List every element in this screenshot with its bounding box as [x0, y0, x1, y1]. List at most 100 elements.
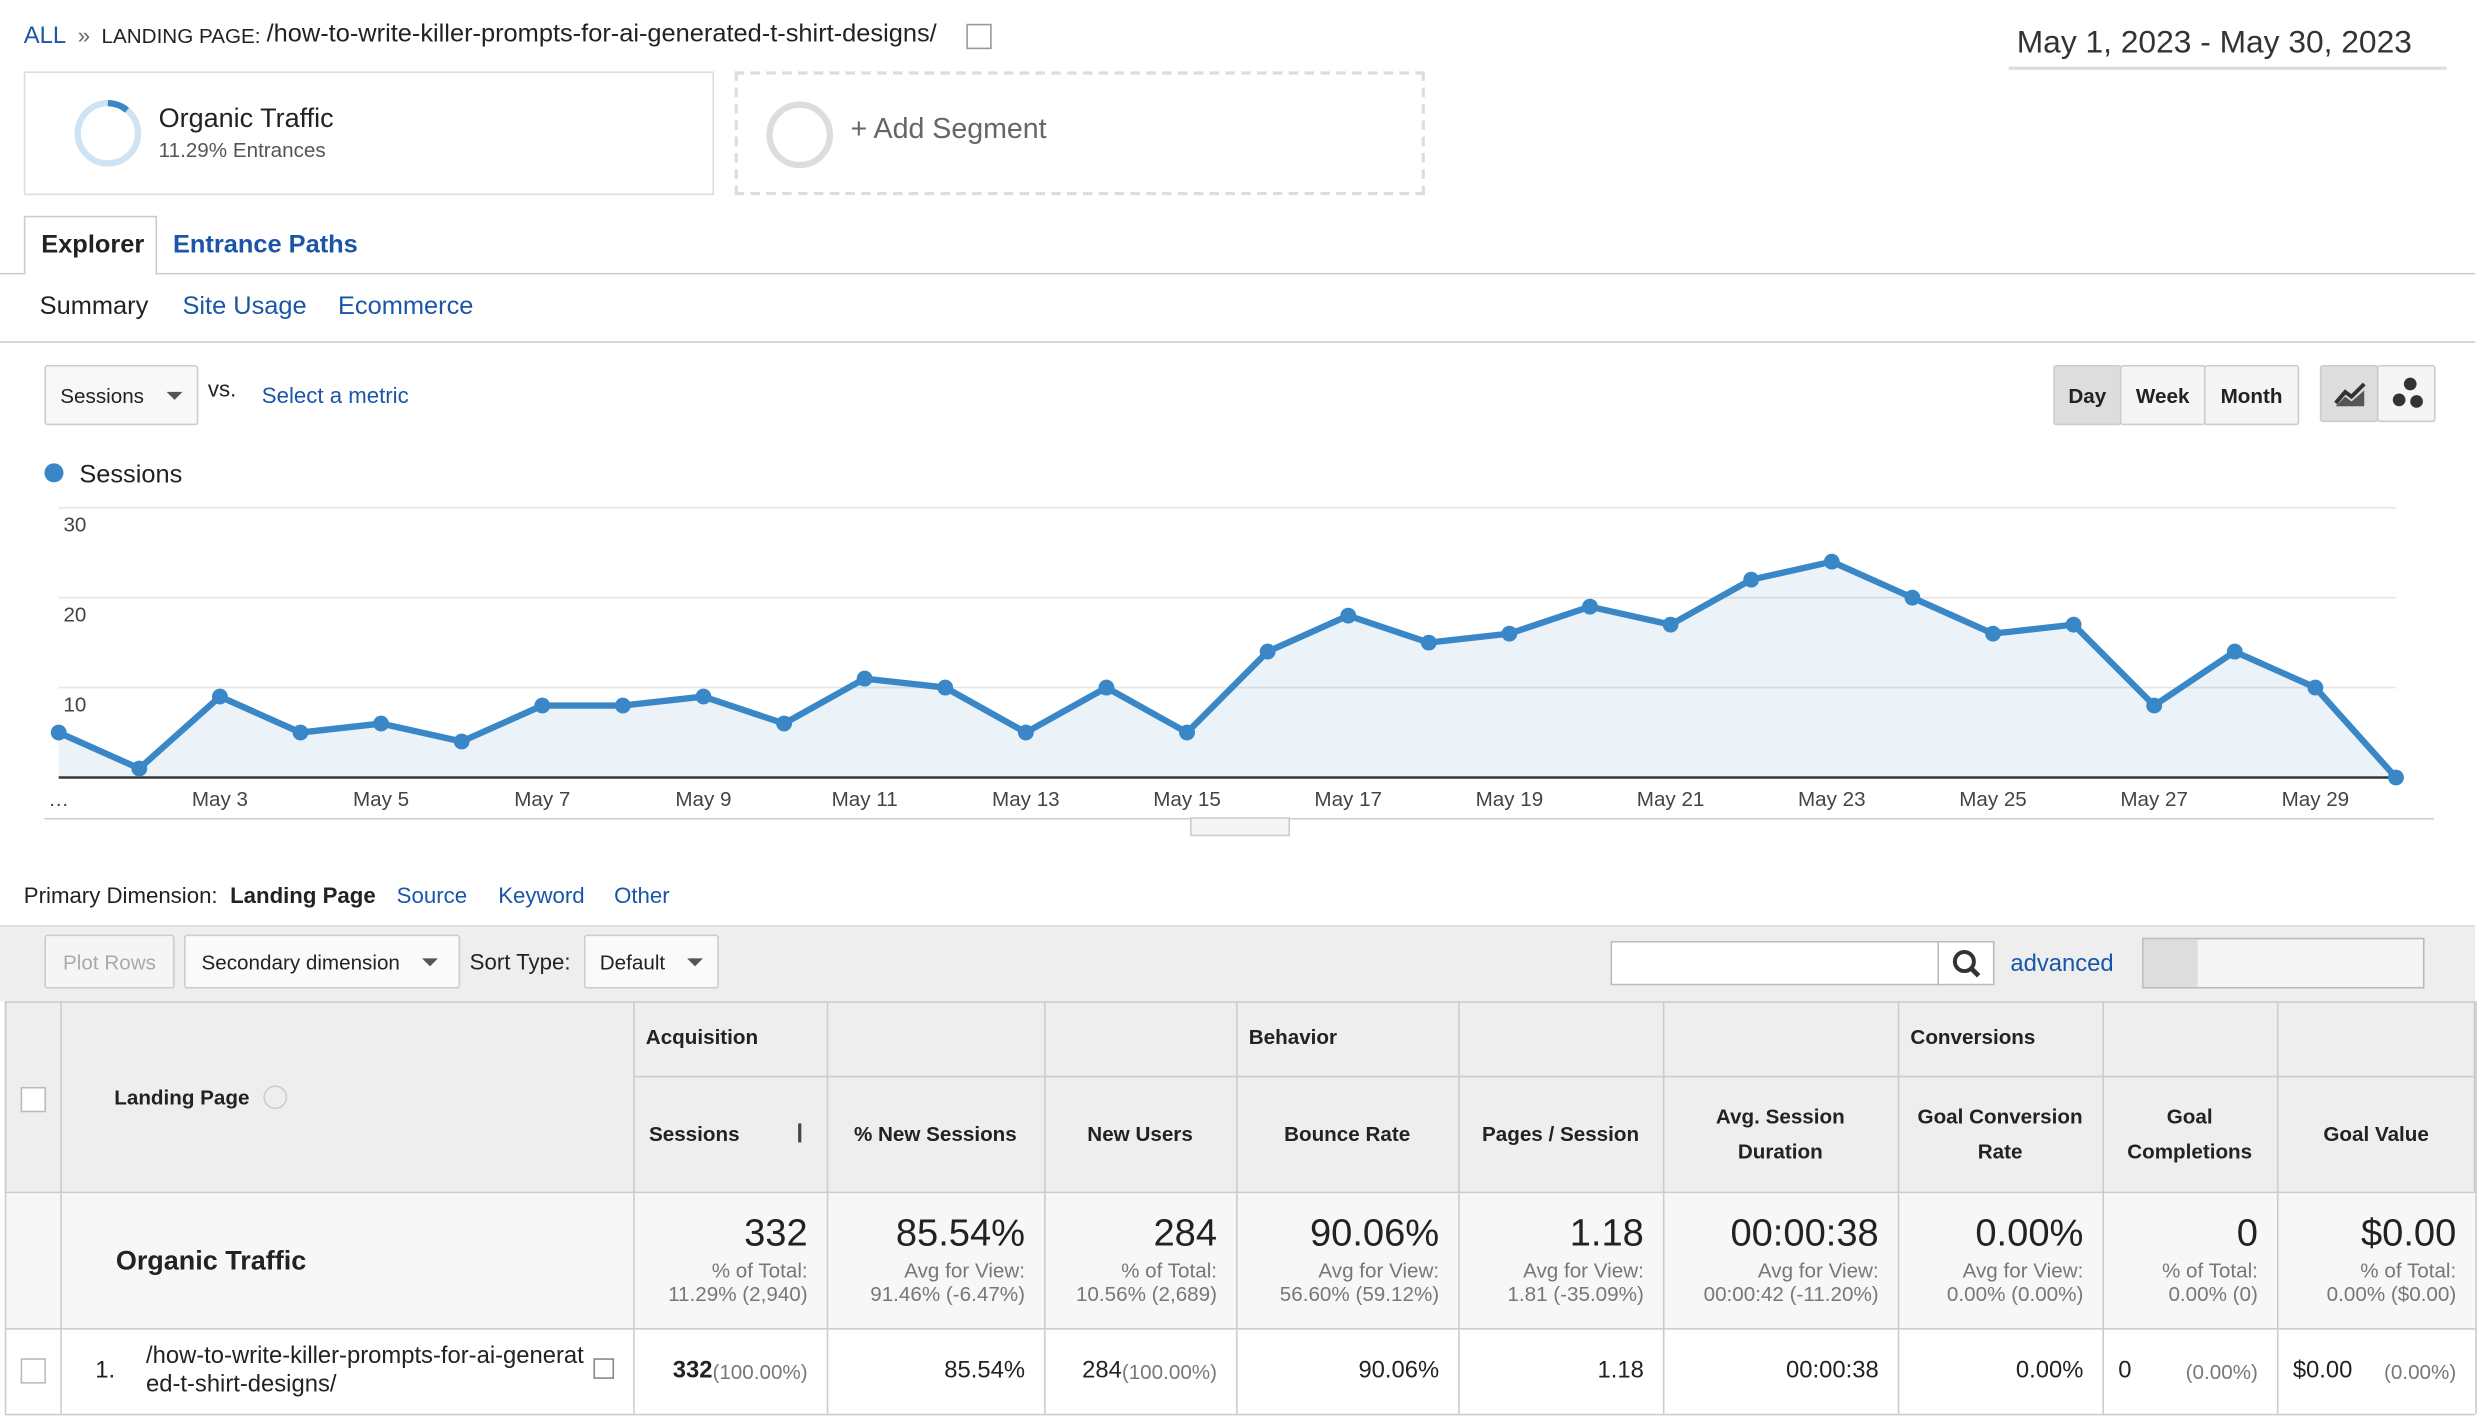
header-bg — [4, 1001, 2476, 1194]
subtab[interactable]: Ecommerce — [337, 293, 474, 321]
x-tick-label: May 19 — [1476, 788, 1544, 811]
row-page[interactable]: /how-to-write-killer-prompts-for-ai-gene… — [145, 1342, 584, 1398]
segment-detail: 11.29% Entrances — [158, 138, 326, 162]
total-sub: 1.81 (-35.09%) — [1507, 1282, 1644, 1306]
data-point — [1582, 598, 1598, 615]
data-point — [1823, 553, 1840, 570]
x-tick-label: May 13 — [992, 788, 1060, 811]
x-tick-label: May 11 — [832, 788, 898, 811]
select-all[interactable] — [20, 1086, 47, 1113]
subtab[interactable]: Summary — [39, 293, 149, 321]
row-cell: 1.18 — [1458, 1357, 1644, 1384]
row-cell: 90.06% — [1236, 1357, 1439, 1384]
help-icon — [263, 1085, 288, 1110]
breadcrumb-dropdown[interactable] — [966, 23, 992, 50]
cell-value: 00:00:38 — [1786, 1356, 1879, 1384]
granularity-button[interactable]: Month — [2203, 364, 2300, 426]
select-metric[interactable]: Select a metric — [261, 382, 409, 408]
total-value: 332 — [744, 1212, 808, 1256]
x-tick-label: May 25 — [1959, 788, 2027, 811]
date-underline — [2008, 66, 2447, 70]
data-point — [1179, 724, 1195, 741]
data-point — [2388, 769, 2404, 786]
column-border — [60, 1001, 62, 1414]
dimension-option[interactable]: Landing Page — [230, 882, 376, 908]
plot-rows[interactable]: Plot Rows — [44, 934, 175, 989]
column-header[interactable]: Goal Conversion Rate — [1917, 1104, 2083, 1164]
row-cell: 0 (0.00%) — [2102, 1357, 2258, 1384]
tab[interactable]: Explorer — [41, 231, 145, 259]
row-index: 1. — [95, 1356, 116, 1384]
data-point — [695, 688, 712, 705]
add-segment-card[interactable] — [734, 71, 1425, 196]
motion-chart-toggle[interactable] — [2376, 364, 2436, 423]
x-tick-label: May 29 — [2282, 788, 2350, 811]
data-point — [453, 733, 470, 750]
tab[interactable]: Entrance Paths — [172, 231, 358, 259]
row-checkbox[interactable] — [20, 1358, 47, 1384]
data-point — [1662, 616, 1679, 633]
granularity-button[interactable]: Day — [2053, 364, 2122, 426]
cell-percent: (100.00%) — [1121, 1359, 1218, 1384]
x-tick-label: May 3 — [192, 788, 248, 811]
x-tick-label: May 21 — [1637, 788, 1705, 811]
chart-collapse[interactable] — [1190, 817, 1291, 837]
metric-select[interactable]: Sessions — [44, 364, 199, 426]
total-value: 0 — [2236, 1212, 2258, 1256]
secondary-dimension[interactable]: Secondary dimension — [184, 934, 461, 989]
subtab[interactable]: Site Usage — [182, 293, 307, 321]
total-sub: % of Total: — [711, 1258, 808, 1283]
column-border — [1458, 1001, 1460, 1414]
data-point — [373, 715, 390, 732]
granularity-button[interactable]: Week — [2119, 364, 2206, 426]
column-border — [633, 1001, 635, 1414]
column-header[interactable]: Bounce Rate — [1284, 1121, 1411, 1146]
row-bg — [4, 1328, 2476, 1416]
search-input[interactable] — [1610, 940, 1995, 986]
column-header[interactable]: Avg. Session Duration — [1715, 1104, 1845, 1164]
tab-active[interactable] — [23, 215, 158, 275]
line-chart-toggle[interactable] — [2319, 364, 2379, 423]
total-sub: Avg for View: — [1523, 1258, 1644, 1283]
total-value: 284 — [1153, 1212, 1218, 1256]
caret — [422, 957, 438, 974]
column-header[interactable]: % New Sessions — [853, 1121, 1017, 1146]
column-header[interactable]: Pages / Session — [1482, 1121, 1640, 1146]
column-border — [826, 1001, 829, 1414]
column-header[interactable]: New Users — [1087, 1121, 1193, 1146]
add-segment[interactable]: + Add Segment — [850, 112, 1047, 145]
open-link-icon[interactable] — [593, 1358, 615, 1379]
table-view[interactable] — [2143, 939, 2198, 987]
advanced-link[interactable]: advanced — [2010, 950, 2114, 978]
x-tick-label: May 15 — [1153, 788, 1221, 811]
data-point — [614, 697, 631, 714]
chart: 10 20 30 … May 3 May 5 May 7 May 9 May 11 May 13 M… — [44, 460, 2435, 820]
data-point — [937, 679, 954, 696]
dimension-option[interactable]: Keyword — [498, 882, 585, 908]
group-rule — [633, 1075, 2476, 1078]
total-value: 00:00:38 — [1730, 1212, 1879, 1256]
group-header: Acquisition — [645, 1025, 759, 1049]
primary-dimension-label: Primary Dimension: — [23, 882, 218, 908]
cell-value: 284 — [1082, 1356, 1122, 1384]
column-border — [4, 1001, 7, 1414]
column-border — [1236, 1001, 1238, 1414]
date-range[interactable]: May 1, 2023 - May 30, 2023 — [2016, 25, 2412, 61]
column-header[interactable]: Goal Completions — [2127, 1104, 2253, 1164]
total-sub: Avg for View: — [1318, 1258, 1440, 1283]
dimension-option[interactable]: Source — [396, 882, 468, 908]
dimension-option[interactable]: Other — [614, 882, 670, 908]
column-header[interactable]: Goal Value — [2323, 1121, 2429, 1146]
breadcrumb-all[interactable]: ALL — [23, 22, 67, 50]
sort-select[interactable]: Default — [583, 934, 719, 989]
column-header[interactable]: Sessions — [648, 1121, 740, 1146]
search-button[interactable] — [1937, 940, 1994, 986]
totals-bg — [4, 1193, 2476, 1330]
total-sub: 56.60% (59.12%) — [1279, 1282, 1440, 1306]
total-value: 90.06% — [1309, 1212, 1440, 1256]
data-point — [1420, 634, 1437, 651]
segment-card[interactable] — [23, 71, 715, 196]
data-point — [1098, 679, 1115, 696]
cell-value: 332 — [672, 1356, 713, 1384]
total-sub: 11.29% (2,940) — [668, 1282, 808, 1306]
